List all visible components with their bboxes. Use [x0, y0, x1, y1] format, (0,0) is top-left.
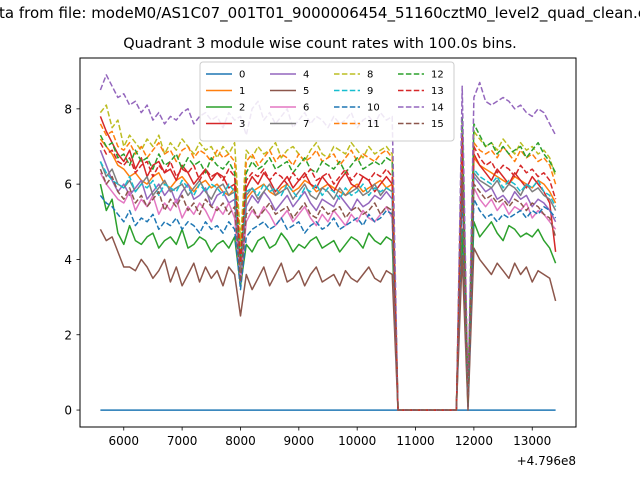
- legend-label: 8: [367, 70, 373, 81]
- y-tick-label: 0: [64, 404, 72, 418]
- legend-frame: [199, 61, 455, 142]
- x-tick-label: 7000: [167, 434, 198, 448]
- legend-label: 14: [431, 103, 444, 114]
- y-tick-label: 2: [64, 328, 72, 342]
- x-tick-label: 11000: [396, 434, 434, 448]
- series-line-13: [99, 134, 557, 411]
- legend-label: 5: [303, 86, 309, 97]
- y-tick-label: 4: [64, 253, 72, 267]
- series-layer: [99, 74, 557, 411]
- series-line-9: [99, 160, 557, 411]
- legend-label: 7: [303, 119, 309, 130]
- y-axis-ticks: 0 2 4 6 8: [64, 102, 80, 418]
- series-line-6: [99, 172, 557, 411]
- series-line-7: [99, 161, 557, 411]
- x-axis-offset-label: +4.796e8: [517, 454, 576, 468]
- series-line-10: [99, 187, 557, 411]
- y-tick-label: 6: [64, 178, 72, 192]
- legend-label: 0: [239, 70, 245, 81]
- x-tick-label: 6000: [108, 434, 139, 448]
- series-line-4: [99, 149, 557, 411]
- legend-label: 12: [431, 70, 444, 81]
- legend-label: 4: [303, 70, 309, 81]
- legend-label: 1: [239, 86, 245, 97]
- legend-label: 15: [431, 119, 444, 130]
- legend-label: 10: [367, 103, 380, 114]
- axes-frame: [79, 57, 577, 428]
- x-axis-ticks: 6000 7000 8000 9000 10000 11000 12000 13000: [108, 427, 551, 448]
- figure-suptitle: Data from file: modeM0/AS1C07_001T01_900…: [0, 4, 640, 22]
- legend-label: 9: [367, 86, 373, 97]
- series-line-15: [99, 168, 557, 411]
- legend-label: 13: [431, 86, 444, 97]
- x-tick-label: 10000: [338, 434, 376, 448]
- x-tick-label: 9000: [284, 434, 315, 448]
- series-line-2: [99, 183, 557, 411]
- series-line-11: [99, 123, 557, 411]
- legend-label: 6: [303, 103, 309, 114]
- legend-label: 11: [367, 119, 380, 130]
- series-line-5: [99, 228, 557, 411]
- y-tick-label: 8: [64, 102, 72, 116]
- x-tick-label: 13000: [513, 434, 551, 448]
- chart-title: Quadrant 3 module wise count rates with …: [123, 36, 517, 52]
- series-line-8: [99, 104, 557, 411]
- x-tick-label: 8000: [225, 434, 256, 448]
- series-line-12: [99, 115, 557, 411]
- x-tick-label: 12000: [455, 434, 493, 448]
- legend-label: 2: [239, 103, 245, 114]
- legend-label: 3: [239, 119, 245, 130]
- series-line-3: [99, 116, 557, 411]
